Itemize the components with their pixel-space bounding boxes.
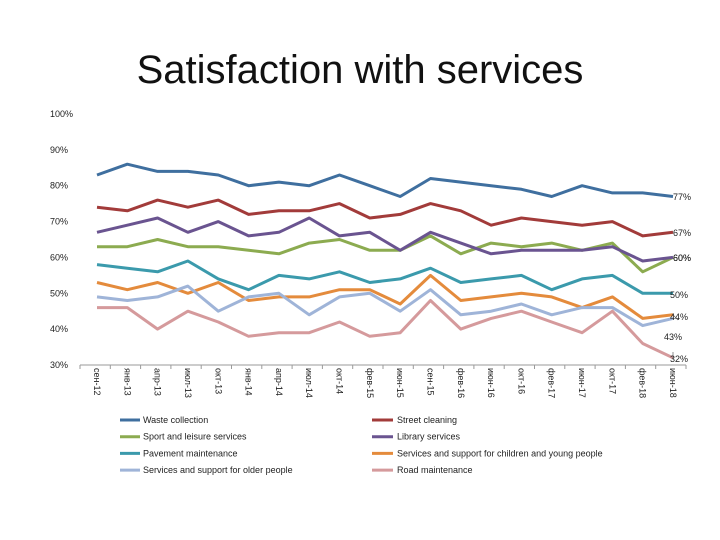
x-tick-label: янв-14 [244, 368, 254, 396]
legend-label: Services and support for children and yo… [397, 448, 603, 458]
series-line [96, 198, 674, 238]
series-end-label: 77% [673, 192, 691, 202]
y-tick-label: 70% [50, 217, 68, 227]
y-axis: 30% 40% 50% 60% 70% 80% 90% 100% [50, 109, 73, 370]
end-labels: 77%67%60%60%50%44%43%32% [664, 192, 691, 364]
x-tick-label: окт-14 [335, 368, 345, 394]
series-end-label: 50% [670, 290, 688, 300]
x-tick-label: янв-13 [122, 368, 132, 396]
y-tick-label: 90% [50, 145, 68, 155]
leader-line [672, 314, 679, 321]
y-tick-label: 40% [50, 324, 68, 334]
legend-label: Sport and leisure services [143, 432, 247, 442]
y-tick-label: 50% [50, 288, 68, 298]
legend-label: Services and support for older people [143, 465, 293, 475]
x-tick-label: июн-18 [668, 368, 678, 398]
y-tick-label: 100% [50, 109, 73, 119]
x-tick-label: фев-15 [365, 368, 375, 398]
series-end-label: 67% [673, 228, 691, 238]
legend-label: Waste collection [143, 415, 208, 425]
x-tick-label: фев-18 [638, 368, 648, 398]
series-end-label: 32% [670, 354, 688, 364]
x-tick-label: апр-13 [153, 368, 163, 396]
legend-label: Pavement maintenance [143, 448, 238, 458]
x-tick-label: фев-17 [547, 368, 557, 398]
x-tick-label: окт-17 [607, 368, 617, 394]
y-tick-label: 60% [50, 252, 68, 262]
series-end-label: 44% [670, 312, 688, 322]
x-axis: сен-12 янв-13 апр-13 июл-13 окт-13 янв-14 апр-… [79, 364, 687, 398]
series-line [97, 299, 674, 360]
x-tick-label: фев-16 [456, 368, 466, 398]
series-line [96, 216, 674, 263]
series-end-label: 60% [673, 253, 691, 263]
y-tick-label: 30% [50, 360, 68, 370]
x-tick-label: сен-15 [425, 368, 435, 395]
x-tick-label: июл-13 [183, 368, 193, 398]
x-tick-label: сен-12 [92, 368, 102, 395]
series-line [96, 259, 673, 295]
series-line [96, 284, 674, 328]
legend-label: Library services [397, 432, 461, 442]
series-line [96, 162, 674, 198]
x-tick-label: июн-17 [577, 368, 587, 398]
legend: Waste collection Street cleaning Sport and… [120, 415, 603, 475]
x-tick-label: окт-16 [516, 368, 526, 394]
x-tick-label: июн-15 [395, 368, 405, 398]
series-lines [96, 162, 674, 360]
x-tick-label: апр-14 [274, 368, 284, 396]
y-tick-label: 80% [50, 181, 68, 191]
x-tick-label: окт-13 [213, 368, 223, 394]
series-end-label: 43% [664, 332, 682, 342]
x-tick-label: июл-14 [304, 368, 314, 398]
x-tick-label: июн-16 [486, 368, 496, 398]
legend-label: Street cleaning [397, 415, 457, 425]
series-end-label: 60% [673, 253, 691, 263]
chart-title: Satisfaction with services [136, 48, 584, 92]
legend-label: Road maintenance [397, 465, 473, 475]
